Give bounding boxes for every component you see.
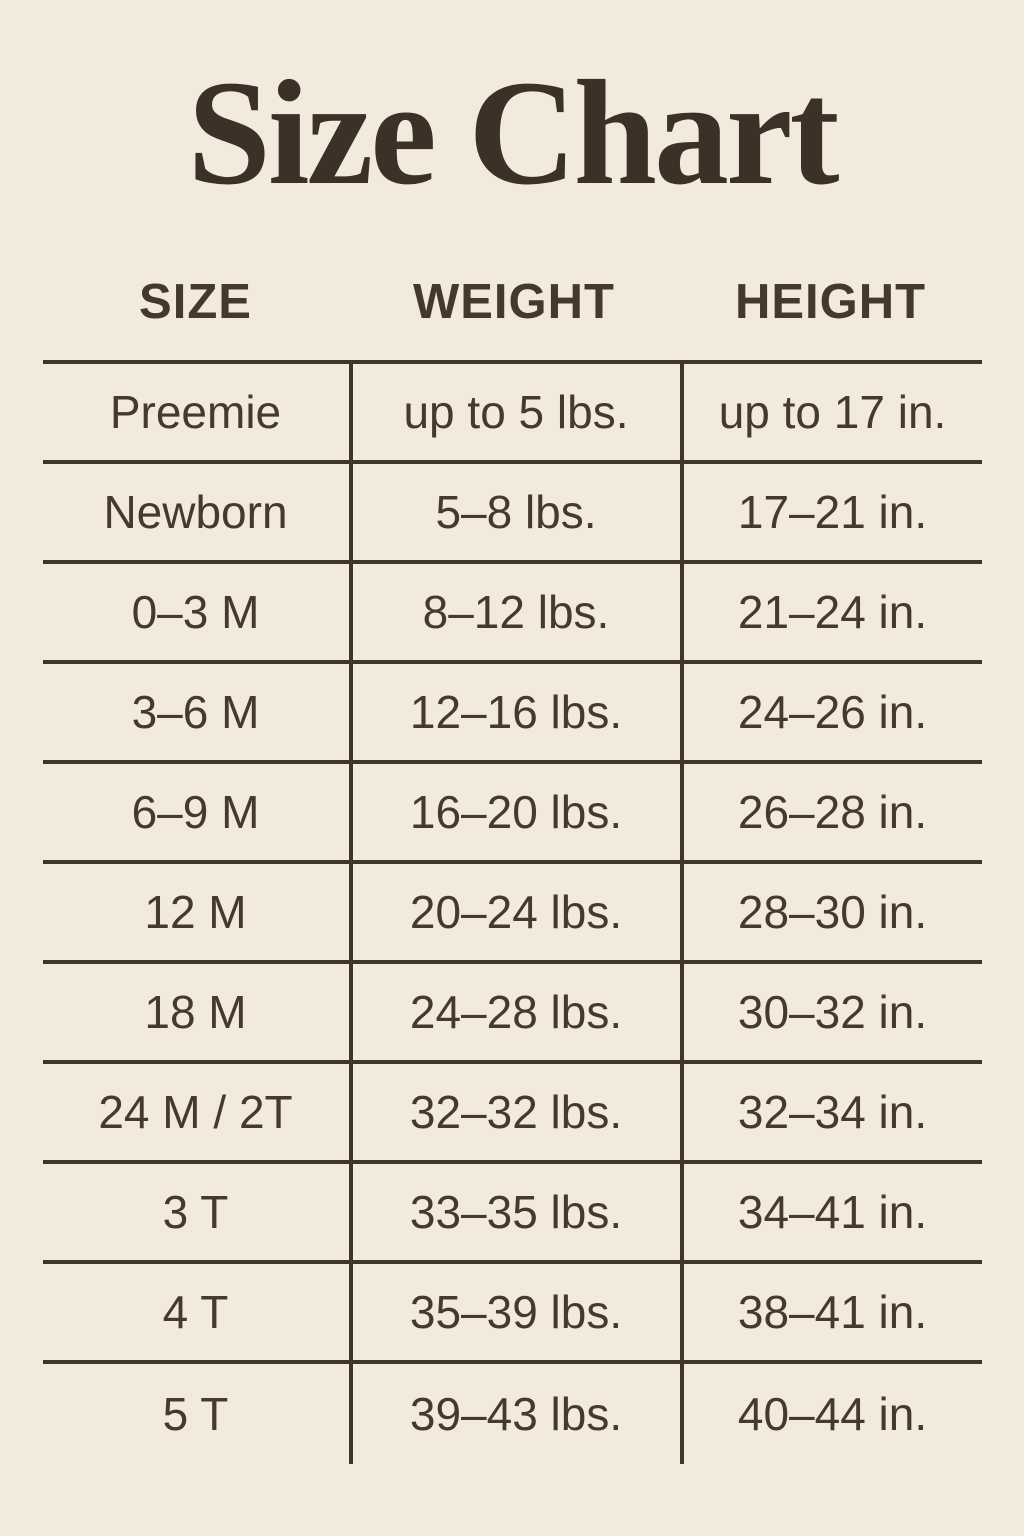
cell-weight: 35–39 lbs. [348, 1264, 680, 1360]
cell-weight: up to 5 lbs. [348, 364, 680, 460]
cell-size: Preemie [109, 386, 282, 438]
cell-height: 17–21 in. [679, 464, 982, 560]
table-body: Preemie up to 5 lbs. up to 17 in. Newbor… [42, 360, 982, 1464]
table-row-0-3m: 0–3 M 8–12 lbs. 21–24 in. [42, 564, 982, 664]
cell-size: 0–3 M [131, 586, 260, 638]
cell-height: up to 17 in. [679, 364, 982, 460]
table-row-12m: 12 M 20–24 lbs. 28–30 in. [42, 864, 982, 964]
cell-size: 5 T [162, 1388, 229, 1440]
cell-height: 34–41 in. [679, 1164, 982, 1260]
cell-weight: 20–24 lbs. [348, 864, 680, 960]
cell-height: 38–41 in. [679, 1264, 982, 1360]
cell-height: 26–28 in. [679, 764, 982, 860]
table-header-row: SIZE WEIGHT HEIGHT [43, 272, 982, 332]
cell-size: 3 T [162, 1186, 229, 1238]
table-row-newborn: Newborn 5–8 lbs. 17–21 in. [42, 464, 982, 564]
table-row-6-9m: 6–9 M 16–20 lbs. 26–28 in. [42, 764, 982, 864]
cell-weight: 32–32 lbs. [348, 1064, 680, 1160]
table-row-18m: 18 M 24–28 lbs. 30–32 in. [42, 964, 982, 1064]
table-row-preemie: Preemie up to 5 lbs. up to 17 in. [42, 364, 982, 464]
cell-weight: 8–12 lbs. [348, 564, 680, 660]
cell-size: Newborn [103, 486, 288, 538]
cell-size: 6–9 M [131, 786, 260, 838]
cell-size: 4 T [162, 1286, 229, 1338]
cell-size: 12 M [144, 886, 247, 938]
cell-weight: 16–20 lbs. [348, 764, 680, 860]
cell-weight: 12–16 lbs. [348, 664, 680, 760]
cell-weight: 5–8 lbs. [348, 464, 680, 560]
cell-weight: 24–28 lbs. [348, 964, 680, 1060]
cell-height: 28–30 in. [679, 864, 982, 960]
cell-size: 18 M [144, 986, 247, 1038]
cell-height: 21–24 in. [679, 564, 982, 660]
column-header-size: SIZE [139, 275, 252, 329]
table-row-5t: 5 T 39–43 lbs. 40–44 in. [43, 1364, 982, 1464]
cell-height: 24–26 in. [679, 664, 982, 760]
cell-weight: 39–43 lbs. [348, 1364, 680, 1464]
cell-size: 24 M / 2T [98, 1086, 293, 1138]
cell-height: 32–34 in. [679, 1064, 982, 1160]
table-row-24m-2t: 24 M / 2T 32–32 lbs. 32–34 in. [42, 1064, 982, 1164]
page-title: Size Chart [187, 50, 839, 216]
cell-weight: 33–35 lbs. [348, 1164, 680, 1260]
table-row-4t: 4 T 35–39 lbs. 38–41 in. [42, 1264, 982, 1364]
column-header-weight: WEIGHT [413, 275, 615, 329]
cell-size: 3–6 M [131, 686, 260, 738]
table-row-3t: 3 T 33–35 lbs. 34–41 in. [42, 1164, 982, 1264]
size-table: SIZE WEIGHT HEIGHT Preemie up to 5 lbs. … [42, 272, 982, 1464]
column-header-height: HEIGHT [734, 275, 927, 329]
cell-height: 40–44 in. [679, 1364, 982, 1464]
cell-height: 30–32 in. [679, 964, 982, 1060]
table-row-3-6m: 3–6 M 12–16 lbs. 24–26 in. [42, 664, 982, 764]
